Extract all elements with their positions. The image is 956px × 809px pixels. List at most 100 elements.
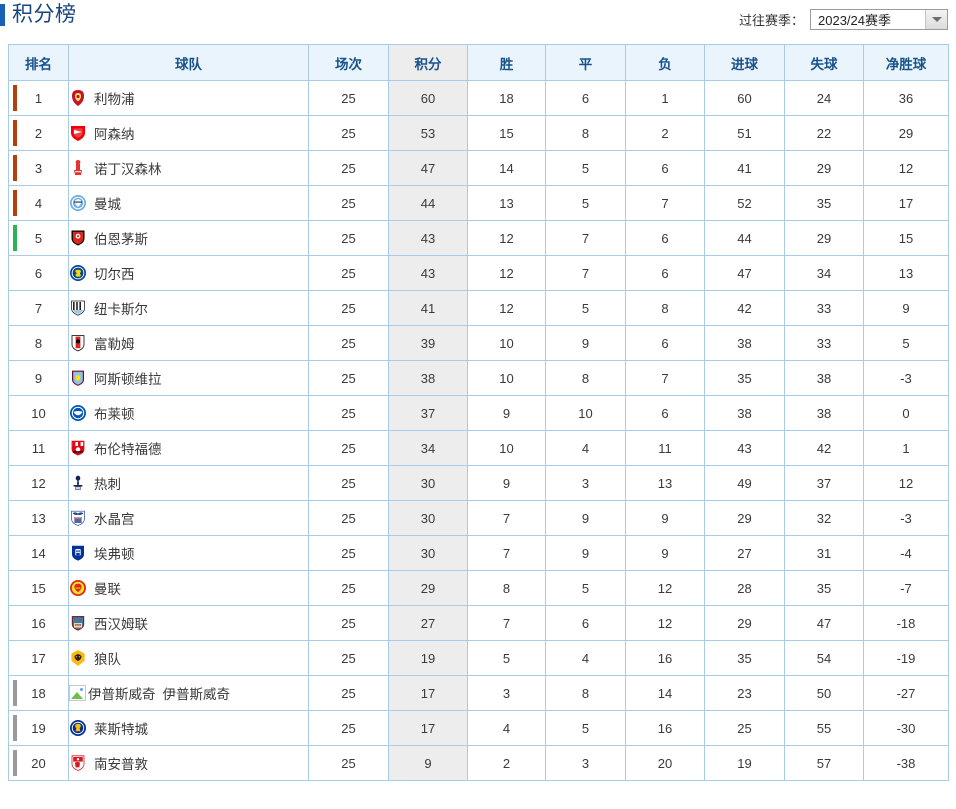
team-entry[interactable]: 阿斯顿维拉 (69, 368, 308, 388)
team-entry[interactable]: 纽卡斯尔 (69, 298, 308, 318)
column-header-rank[interactable]: 排名 (8, 44, 69, 81)
cell-team[interactable]: 水晶宫 (68, 500, 309, 536)
team-name[interactable]: 伊普斯威奇 (162, 687, 231, 702)
column-header-played[interactable]: 场次 (308, 44, 389, 81)
column-header-loss[interactable]: 负 (625, 44, 705, 81)
team-entry[interactable]: 曼城 (69, 193, 308, 213)
team-entry[interactable]: 布莱顿 (69, 403, 308, 423)
team-entry[interactable]: 富勒姆 (69, 333, 308, 353)
table-row[interactable]: 20 南安普敦 25 9 2 3 20 19 57 -38 (8, 745, 949, 781)
team-entry[interactable]: 莱斯特城 (69, 718, 308, 738)
table-row[interactable]: 16 西汉姆联 25 27 7 6 12 29 47 -18 (8, 605, 949, 641)
cell-team[interactable]: 布莱顿 (68, 395, 309, 431)
team-entry[interactable]: 切尔西 (69, 263, 308, 283)
table-row[interactable]: 19 莱斯特城 25 17 4 5 16 25 55 -30 (8, 710, 949, 746)
team-entry[interactable]: 阿森纳 (69, 123, 308, 143)
team-name[interactable]: 伯恩茅斯 (94, 232, 148, 247)
cell-team[interactable]: 莱斯特城 (68, 710, 309, 746)
cell-played: 25 (308, 360, 389, 396)
column-header-team[interactable]: 球队 (68, 44, 309, 81)
table-row[interactable]: 9 阿斯顿维拉 25 38 10 8 7 35 38 -3 (8, 360, 949, 396)
team-name[interactable]: 曼城 (94, 197, 121, 212)
team-name[interactable]: 布伦特福德 (94, 442, 162, 457)
team-entry[interactable]: 利物浦 (69, 88, 308, 108)
team-entry[interactable]: 埃弗顿 (69, 543, 308, 563)
team-entry[interactable]: 布伦特福德 (69, 438, 308, 458)
table-row[interactable]: 12 热刺 25 30 9 3 13 49 37 12 (8, 465, 949, 501)
team-name[interactable]: 狼队 (94, 652, 121, 667)
team-name[interactable]: 切尔西 (94, 267, 135, 282)
table-row[interactable]: 7 纽卡斯尔 25 41 12 5 8 42 33 9 (8, 290, 949, 326)
team-name[interactable]: 阿森纳 (94, 127, 135, 142)
column-header-goals-for[interactable]: 进球 (704, 44, 785, 81)
column-header-points[interactable]: 积分 (388, 44, 468, 81)
cell-team[interactable]: 富勒姆 (68, 325, 309, 361)
team-name[interactable]: 布莱顿 (94, 407, 135, 422)
standings-table: 排名 球队 场次 积分 胜 平 负 进球 失球 净胜球 1 利物浦 25 60 18 6 1… (8, 44, 949, 781)
team-name[interactable]: 诺丁汉森林 (94, 162, 162, 177)
table-row[interactable]: 15 曼联 25 29 8 5 12 28 35 -7 (8, 570, 949, 606)
team-name[interactable]: 西汉姆联 (94, 617, 148, 632)
cell-team[interactable]: 伯恩茅斯 (68, 220, 309, 256)
team-entry[interactable]: 狼队 (69, 648, 308, 668)
cell-team[interactable]: 伊普斯威奇 伊普斯威奇 (68, 675, 309, 711)
table-row[interactable]: 8 富勒姆 25 39 10 9 6 38 33 5 (8, 325, 949, 361)
team-name[interactable]: 水晶宫 (94, 512, 135, 527)
table-row[interactable]: 3 诺丁汉森林 25 47 14 5 6 41 29 12 (8, 150, 949, 186)
team-entry[interactable]: 曼联 (69, 578, 308, 598)
team-entry[interactable]: 热刺 (69, 473, 308, 493)
team-entry[interactable]: 伊普斯威奇 伊普斯威奇 (69, 683, 308, 703)
qualification-marker (13, 575, 17, 601)
table-row[interactable]: 11 布伦特福德 25 34 10 4 11 43 42 1 (8, 430, 949, 466)
team-name[interactable]: 纽卡斯尔 (94, 302, 148, 317)
team-name[interactable]: 莱斯特城 (94, 722, 148, 737)
table-row[interactable]: 4 曼城 25 44 13 5 7 52 35 17 (8, 185, 949, 221)
cell-team[interactable]: 利物浦 (68, 80, 309, 116)
cell-team[interactable]: 曼联 (68, 570, 309, 606)
season-dropdown[interactable]: 2023/24赛季 (810, 9, 948, 30)
cell-team[interactable]: 阿斯顿维拉 (68, 360, 309, 396)
cell-team[interactable]: 南安普敦 (68, 745, 309, 781)
column-header-goals-against[interactable]: 失球 (784, 44, 864, 81)
cell-team[interactable]: 诺丁汉森林 (68, 150, 309, 186)
table-row[interactable]: 13 水晶宫 25 30 7 9 9 29 32 -3 (8, 500, 949, 536)
column-header-win[interactable]: 胜 (467, 44, 546, 81)
cell-goals-against: 22 (784, 115, 864, 151)
cell-team[interactable]: 热刺 (68, 465, 309, 501)
qualification-marker (13, 715, 17, 741)
table-row[interactable]: 17 狼队 25 19 5 4 16 35 54 -19 (8, 640, 949, 676)
table-row[interactable]: 1 利物浦 25 60 18 6 1 60 24 36 (8, 80, 949, 116)
cell-team[interactable]: 布伦特福德 (68, 430, 309, 466)
table-row[interactable]: 5 伯恩茅斯 25 43 12 7 6 44 29 15 (8, 220, 949, 256)
season-selector[interactable]: 过往赛季： 2023/24赛季 (739, 9, 948, 30)
table-row[interactable]: 2 阿森纳 25 53 15 8 2 51 22 29 (8, 115, 949, 151)
column-header-draw[interactable]: 平 (545, 44, 626, 81)
team-entry[interactable]: 水晶宫 (69, 508, 308, 528)
cell-team[interactable]: 西汉姆联 (68, 605, 309, 641)
cell-team[interactable]: 切尔西 (68, 255, 309, 291)
table-row[interactable]: 18 伊普斯威奇 伊普斯威奇 25 17 3 8 14 23 50 -27 (8, 675, 949, 711)
cell-team[interactable]: 曼城 (68, 185, 309, 221)
team-entry[interactable]: 伯恩茅斯 (69, 228, 308, 248)
cell-team[interactable]: 纽卡斯尔 (68, 290, 309, 326)
team-name[interactable]: 富勒姆 (94, 337, 135, 352)
team-name[interactable]: 埃弗顿 (94, 547, 135, 562)
chevron-down-icon[interactable] (925, 10, 947, 29)
table-row[interactable]: 10 布莱顿 25 37 9 10 6 38 38 0 (8, 395, 949, 431)
team-entry[interactable]: 诺丁汉森林 (69, 158, 308, 178)
team-name[interactable]: 热刺 (94, 477, 121, 492)
team-name[interactable]: 阿斯顿维拉 (94, 372, 162, 387)
table-row[interactable]: 14 埃弗顿 25 30 7 9 9 27 31 -4 (8, 535, 949, 571)
cell-team[interactable]: 狼队 (68, 640, 309, 676)
cell-played: 25 (308, 465, 389, 501)
cell-team[interactable]: 阿森纳 (68, 115, 309, 151)
team-entry[interactable]: 西汉姆联 (69, 613, 308, 633)
cell-team[interactable]: 埃弗顿 (68, 535, 309, 571)
team-name[interactable]: 利物浦 (94, 92, 135, 107)
team-name[interactable]: 曼联 (94, 582, 121, 597)
column-header-goal-difference[interactable]: 净胜球 (863, 44, 949, 81)
season-dropdown-value[interactable]: 2023/24赛季 (811, 10, 925, 29)
team-entry[interactable]: 南安普敦 (69, 753, 308, 773)
table-row[interactable]: 6 切尔西 25 43 12 7 6 47 34 13 (8, 255, 949, 291)
team-name[interactable]: 南安普敦 (94, 757, 148, 772)
